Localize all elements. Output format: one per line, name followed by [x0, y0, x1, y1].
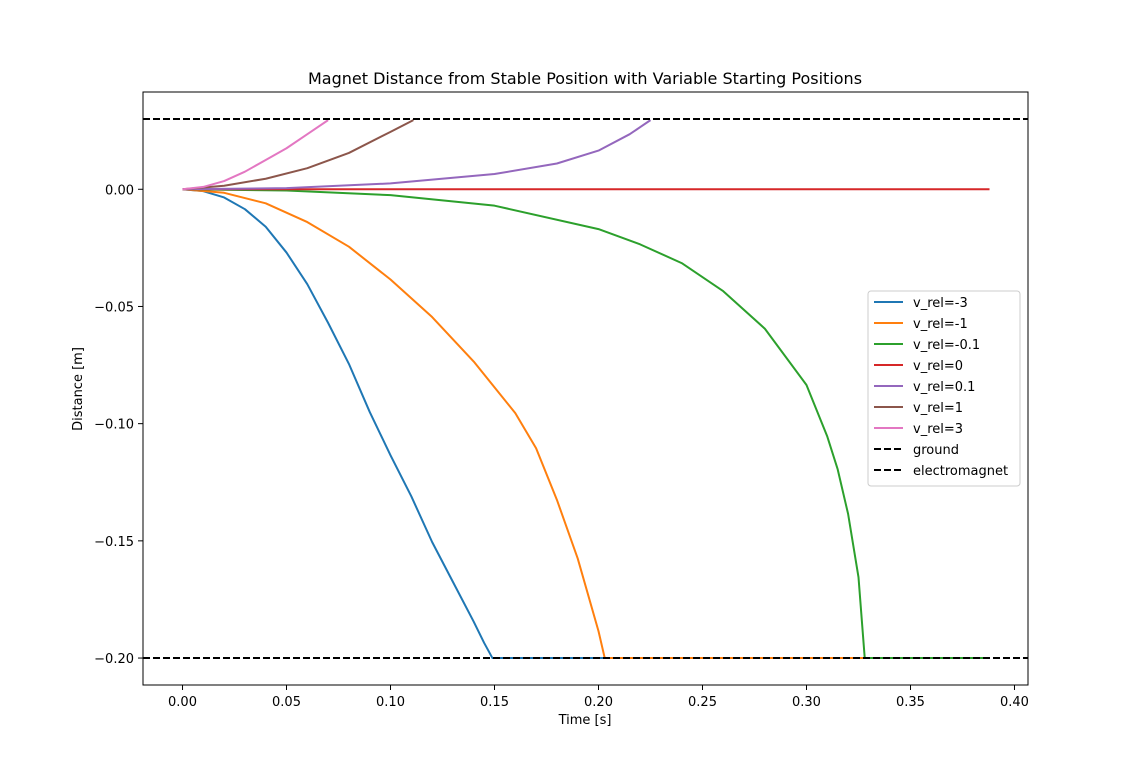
series-line-v-rel-3 [182, 188, 990, 660]
y-tick-label: −0.05 [94, 300, 134, 315]
x-tick-label: 0.35 [896, 695, 925, 710]
legend-box [867, 290, 1021, 487]
series-line-v-rel-1 [182, 119, 414, 191]
x-axis-label: Time [s] [558, 713, 612, 728]
plot-frame [142, 91, 1029, 686]
legend-label-v-rel-0: v_rel=0 [913, 359, 963, 374]
legend-label-v-rel-3: v_rel=-3 [913, 296, 968, 311]
x-tick-label: 0.00 [168, 695, 197, 710]
y-tick-label: −0.10 [94, 418, 134, 433]
legend-label-v-rel-1: v_rel=1 [913, 401, 963, 416]
series-line-v-rel-1 [182, 188, 990, 660]
legend-label-v-rel-3: v_rel=3 [913, 422, 963, 437]
x-axis: 0.00 0.05 0.10 0.15 0.20 0.25 0.30 0.35 0.40 [168, 685, 1029, 710]
x-tick-label: 0.15 [480, 695, 509, 710]
x-tick-label: 0.25 [688, 695, 717, 710]
x-tick-label: 0.30 [792, 695, 821, 710]
x-tick-label: 0.20 [584, 695, 613, 710]
legend: v_rel=-3 v_rel=-1 v_rel=-0.1 v_rel=0 v_rel=0… [867, 290, 1021, 487]
legend-label-v-rel-0-1: v_rel=0.1 [913, 380, 975, 395]
series-line-v-rel-0-1 [182, 188, 990, 660]
y-tick-label: −0.20 [94, 652, 134, 667]
legend-label-electromagnet: electromagnet [913, 464, 1008, 479]
y-axis-label: Distance [m] [71, 347, 86, 431]
x-tick-label: 0.05 [272, 695, 301, 710]
x-tick-label: 0.40 [1000, 695, 1029, 710]
series-line-v-rel-3 [182, 119, 329, 191]
y-tick-label: 0.00 [105, 183, 134, 198]
x-tick-label: 0.10 [376, 695, 405, 710]
y-axis: 0.00 −0.05 −0.10 −0.15 −0.20 [94, 183, 143, 667]
chart-title: Magnet Distance from Stable Position wit… [308, 69, 862, 88]
series-layer [143, 117, 1028, 660]
legend-label-v-rel-0-1: v_rel=-0.1 [913, 338, 980, 353]
series-line-v-rel-0-1 [182, 119, 652, 191]
legend-label-v-rel-1: v_rel=-1 [913, 317, 968, 332]
legend-label-ground: ground [913, 443, 959, 458]
y-tick-label: −0.15 [94, 535, 134, 550]
